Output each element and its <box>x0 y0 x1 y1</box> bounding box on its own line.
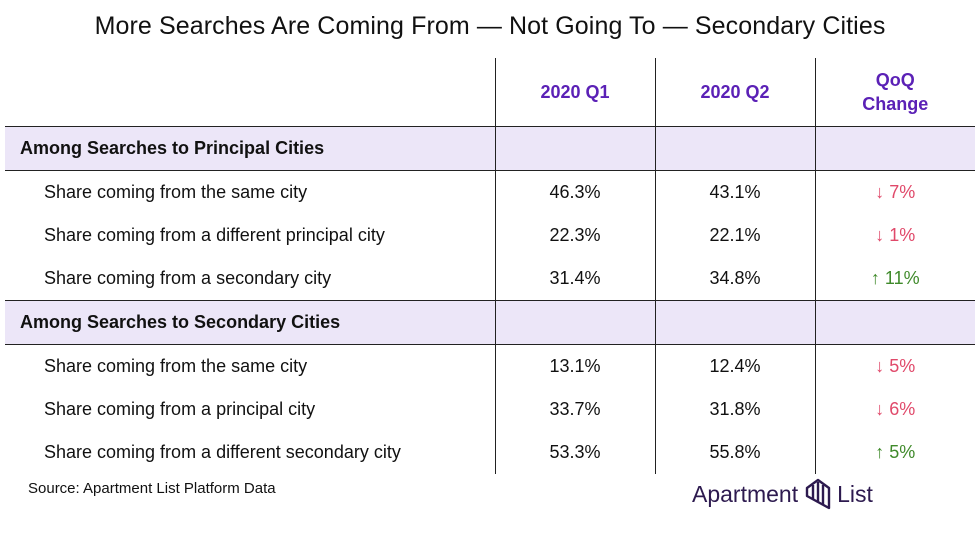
section-empty-cell <box>654 126 815 171</box>
header-change-line1: QoQ <box>875 70 915 90</box>
section-empty-cell <box>494 300 655 345</box>
cell-qoq-change: ↓ 6% <box>814 388 975 431</box>
cell-2020-q2: 12.4% <box>654 344 815 388</box>
cell-2020-q1: 22.3% <box>494 214 655 257</box>
header-change: QoQ Change <box>815 58 975 127</box>
cell-qoq-change: ↑ 5% <box>814 431 975 474</box>
header-blank-cell <box>5 58 496 127</box>
table-row: Share coming from a different principal … <box>5 214 975 257</box>
section-empty-cell <box>654 300 815 345</box>
data-table: 2020 Q1 2020 Q2 QoQ Change Among Searche… <box>5 58 975 474</box>
cell-2020-q1: 46.3% <box>494 170 655 214</box>
section-heading: Among Searches to Principal Cities <box>5 126 495 171</box>
cell-qoq-change: ↓ 5% <box>814 344 975 388</box>
brand-word-list: List <box>837 480 873 507</box>
cell-2020-q2: 55.8% <box>654 431 815 474</box>
header-change-line2: Change <box>862 94 929 114</box>
source-note: Source: Apartment List Platform Data <box>28 480 276 497</box>
cell-2020-q1: 31.4% <box>494 257 655 301</box>
cell-2020-q1: 13.1% <box>494 344 655 388</box>
cell-2020-q2: 22.1% <box>654 214 815 257</box>
row-label: Share coming from the same city <box>44 182 308 202</box>
cell-2020-q1: 53.3% <box>494 431 655 474</box>
row-label: Share coming from a secondary city <box>44 268 332 288</box>
cell-qoq-change: ↑ 11% <box>814 257 975 301</box>
section-empty-cell <box>494 126 655 171</box>
chart-title: More Searches Are Coming From — Not Goin… <box>94 12 886 40</box>
header-row: 2020 Q1 2020 Q2 QoQ Change <box>5 58 975 127</box>
row-label: Share coming from a different secondary … <box>44 442 401 462</box>
section-row: Among Searches to Secondary Cities <box>5 300 975 345</box>
section-heading: Among Searches to Secondary Cities <box>5 300 495 345</box>
apartment-list-logo-icon <box>805 478 831 510</box>
header-q2: 2020 Q2 <box>655 58 816 127</box>
cell-qoq-change: ↓ 7% <box>814 170 975 214</box>
brand-word-apartment: Apartment <box>692 480 799 507</box>
table-row: Share coming from a secondary city 31.4% 3… <box>5 257 975 301</box>
table-row: Share coming from the same city 46.3% 43.1… <box>5 170 975 214</box>
cell-qoq-change: ↓ 1% <box>814 214 975 257</box>
cell-2020-q2: 34.8% <box>654 257 815 301</box>
cell-2020-q1: 33.7% <box>494 388 655 431</box>
table-row: Share coming from a different secondary … <box>5 431 975 474</box>
section-empty-cell <box>814 300 975 345</box>
cell-2020-q2: 43.1% <box>654 170 815 214</box>
row-label: Share coming from the same city <box>44 356 308 376</box>
cell-2020-q2: 31.8% <box>654 388 815 431</box>
row-label: Share coming from a different principal … <box>44 225 385 245</box>
header-q1: 2020 Q1 <box>495 58 656 127</box>
row-label: Share coming from a principal city <box>44 399 316 419</box>
table-body: Among Searches to Principal Cities Share … <box>5 126 975 474</box>
table-row: Share coming from the same city 13.1% 12.4… <box>5 344 975 388</box>
table-row: Share coming from a principal city 33.7% 3… <box>5 388 975 431</box>
section-row: Among Searches to Principal Cities <box>5 126 975 171</box>
brand-logo: Apartment List <box>692 474 873 514</box>
section-empty-cell <box>814 126 975 171</box>
